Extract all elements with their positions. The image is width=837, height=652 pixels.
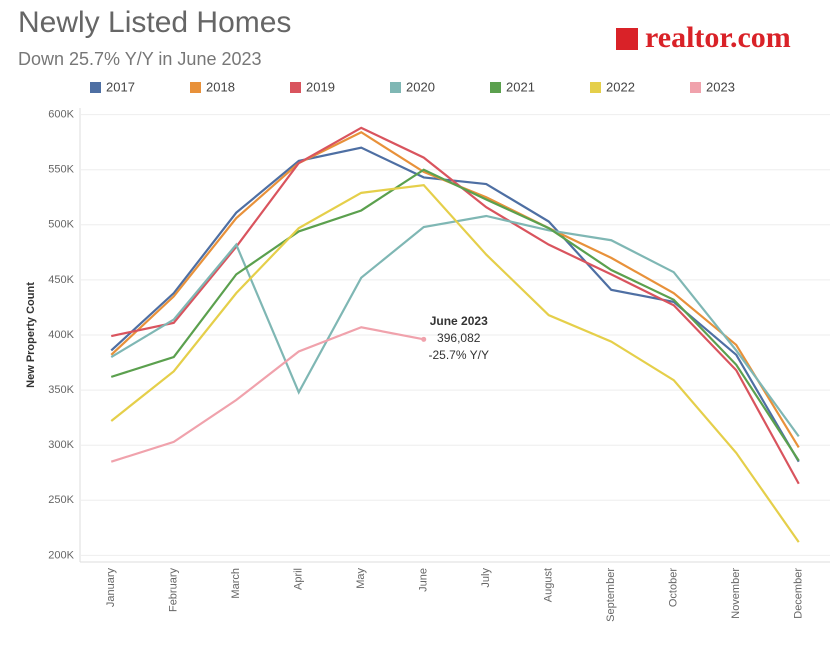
series-line — [110, 326, 424, 463]
series-line — [110, 214, 800, 438]
legend-label: 2021 — [506, 79, 535, 94]
legend-label: 2020 — [406, 79, 435, 94]
x-tick-label: September — [605, 568, 617, 622]
legend-swatch — [90, 82, 101, 93]
y-tick-label: 500K — [48, 219, 74, 231]
logo-icon — [616, 28, 638, 50]
x-tick-label: January — [105, 568, 117, 608]
legend-swatch — [190, 82, 201, 93]
legend-swatch — [490, 82, 501, 93]
x-tick-label: December — [793, 568, 805, 619]
annotation-text: -25.7% Y/Y — [429, 348, 489, 362]
y-tick-label: 400K — [48, 329, 74, 341]
legend-swatch — [590, 82, 601, 93]
x-tick-label: July — [480, 568, 492, 588]
legend-label: 2022 — [606, 79, 635, 94]
x-tick-label: June — [418, 568, 430, 592]
x-tick-label: March — [230, 568, 242, 599]
series-line — [110, 130, 800, 448]
series-line — [110, 168, 800, 462]
x-tick-label: May — [355, 568, 367, 589]
x-tick-label: August — [543, 568, 555, 602]
series-line — [110, 183, 800, 543]
x-tick-label: February — [168, 568, 180, 613]
legend-label: 2019 — [306, 79, 335, 94]
y-tick-label: 250K — [48, 494, 74, 506]
legend-label: 2023 — [706, 79, 735, 94]
annotation-point — [421, 336, 427, 342]
annotation-text: June 2023 — [430, 314, 488, 328]
legend-swatch — [290, 82, 301, 93]
logo-text: realtor.com — [645, 21, 791, 54]
legend-label: 2017 — [106, 79, 135, 94]
y-tick-label: 200K — [48, 549, 74, 561]
y-tick-label: 350K — [48, 384, 74, 396]
chart-subtitle: Down 25.7% Y/Y in June 2023 — [18, 49, 262, 69]
series-line — [111, 126, 800, 485]
legend-label: 2018 — [206, 79, 235, 94]
y-tick-label: 600K — [48, 109, 74, 121]
x-tick-label: April — [293, 568, 305, 590]
legend-swatch — [390, 82, 401, 93]
y-axis-label: New Property Count — [25, 282, 37, 388]
legend-swatch — [690, 82, 701, 93]
y-tick-label: 550K — [48, 164, 74, 176]
x-tick-label: October — [668, 568, 680, 607]
x-tick-label: November — [730, 568, 742, 619]
y-tick-label: 450K — [48, 274, 74, 286]
annotation-text: 396,082 — [437, 331, 481, 345]
chart-title: Newly Listed Homes — [18, 6, 291, 39]
logo: realtor.com — [616, 21, 791, 54]
y-tick-label: 300K — [48, 439, 74, 451]
